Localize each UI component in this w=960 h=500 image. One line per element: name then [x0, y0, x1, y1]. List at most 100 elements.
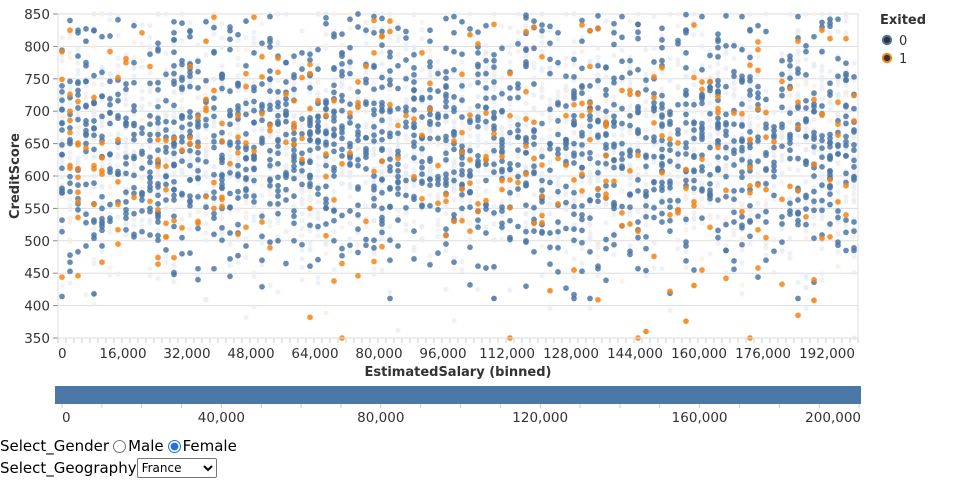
point-exited-0[interactable] — [410, 196, 417, 203]
point-exited-1[interactable] — [667, 136, 674, 143]
point-exited-1[interactable] — [418, 195, 425, 202]
point-exited-1[interactable] — [651, 73, 658, 80]
point-exited-1[interactable] — [506, 176, 513, 183]
point-exited-0[interactable] — [250, 177, 257, 184]
point-exited-0[interactable] — [186, 27, 193, 34]
point-exited-1[interactable] — [579, 100, 586, 107]
point-exited-0[interactable] — [827, 154, 834, 161]
point-exited-0[interactable] — [67, 17, 74, 24]
point-exited-0[interactable] — [835, 16, 842, 23]
point-exited-1[interactable] — [242, 224, 249, 231]
point-exited-0[interactable] — [130, 210, 137, 217]
geography-select[interactable]: France — [136, 458, 217, 478]
point-exited-0[interactable] — [587, 149, 594, 156]
point-exited-1[interactable] — [75, 141, 82, 148]
point-exited-0[interactable] — [450, 29, 457, 36]
point-exited-0[interactable] — [699, 215, 706, 222]
point-exited-1[interactable] — [306, 61, 313, 68]
point-exited-0[interactable] — [186, 108, 193, 115]
point-exited-0[interactable] — [442, 179, 449, 186]
point-exited-0[interactable] — [587, 82, 594, 89]
point-exited-1[interactable] — [67, 108, 74, 115]
point-exited-0[interactable] — [75, 116, 82, 123]
point-exited-0[interactable] — [803, 161, 810, 168]
point-exited-0[interactable] — [234, 252, 241, 259]
point-exited-0[interactable] — [354, 162, 361, 169]
point-exited-0[interactable] — [523, 228, 530, 235]
point-exited-0[interactable] — [819, 154, 826, 161]
point-exited-0[interactable] — [338, 60, 345, 67]
point-exited-0[interactable] — [579, 141, 586, 148]
point-exited-0[interactable] — [667, 184, 674, 191]
point-exited-0[interactable] — [83, 78, 90, 85]
point-exited-0[interactable] — [226, 141, 233, 148]
point-exited-0[interactable] — [378, 189, 385, 196]
point-exited-1[interactable] — [426, 80, 433, 87]
point-exited-0[interactable] — [803, 105, 810, 112]
point-exited-0[interactable] — [579, 268, 586, 275]
point-exited-0[interactable] — [194, 225, 201, 232]
point-exited-0[interactable] — [579, 164, 586, 171]
point-exited-0[interactable] — [290, 220, 297, 227]
point-exited-0[interactable] — [242, 154, 249, 161]
point-exited-0[interactable] — [123, 122, 130, 129]
point-exited-0[interactable] — [523, 134, 530, 141]
point-exited-0[interactable] — [787, 139, 794, 146]
point-exited-0[interactable] — [202, 204, 209, 211]
point-exited-1[interactable] — [115, 178, 122, 185]
point-exited-0[interactable] — [651, 137, 658, 144]
point-exited-1[interactable] — [691, 21, 698, 28]
point-exited-0[interactable] — [811, 90, 818, 97]
point-exited-0[interactable] — [442, 103, 449, 110]
point-exited-1[interactable] — [210, 205, 217, 212]
point-exited-1[interactable] — [747, 189, 754, 196]
point-exited-0[interactable] — [266, 147, 273, 154]
point-exited-1[interactable] — [91, 94, 98, 101]
point-exited-0[interactable] — [210, 113, 217, 120]
point-exited-0[interactable] — [442, 150, 449, 157]
point-exited-0[interactable] — [515, 185, 522, 192]
point-exited-0[interactable] — [739, 144, 746, 151]
point-exited-0[interactable] — [563, 139, 570, 146]
point-exited-0[interactable] — [715, 44, 722, 51]
point-exited-0[interactable] — [394, 25, 401, 32]
point-exited-0[interactable] — [138, 165, 145, 172]
point-exited-0[interactable] — [579, 227, 586, 234]
point-exited-0[interactable] — [59, 106, 66, 113]
point-exited-0[interactable] — [739, 13, 746, 20]
point-exited-0[interactable] — [667, 147, 674, 154]
point-exited-0[interactable] — [242, 100, 249, 107]
point-exited-0[interactable] — [338, 152, 345, 159]
point-exited-0[interactable] — [843, 138, 850, 145]
point-exited-0[interactable] — [466, 147, 473, 154]
point-exited-0[interactable] — [67, 180, 74, 187]
point-exited-0[interactable] — [370, 202, 377, 209]
point-exited-0[interactable] — [194, 193, 201, 200]
point-exited-0[interactable] — [587, 197, 594, 204]
point-exited-0[interactable] — [611, 113, 618, 120]
point-exited-0[interactable] — [523, 202, 530, 209]
point-exited-0[interactable] — [194, 175, 201, 182]
point-exited-0[interactable] — [595, 265, 602, 272]
point-exited-0[interactable] — [194, 84, 201, 91]
point-exited-0[interactable] — [579, 150, 586, 157]
point-exited-0[interactable] — [739, 213, 746, 220]
point-exited-0[interactable] — [290, 86, 297, 93]
point-exited-0[interactable] — [362, 165, 369, 172]
point-exited-1[interactable] — [539, 193, 546, 200]
point-exited-0[interactable] — [595, 134, 602, 141]
point-exited-0[interactable] — [611, 41, 618, 48]
point-exited-0[interactable] — [59, 127, 66, 134]
point-exited-1[interactable] — [458, 129, 465, 136]
point-exited-0[interactable] — [482, 118, 489, 125]
point-exited-0[interactable] — [218, 71, 225, 78]
point-exited-0[interactable] — [458, 114, 465, 121]
point-exited-0[interactable] — [707, 180, 714, 187]
point-exited-0[interactable] — [266, 68, 273, 75]
point-exited-0[interactable] — [515, 127, 522, 134]
point-exited-0[interactable] — [667, 228, 674, 235]
point-exited-0[interactable] — [523, 283, 530, 290]
point-exited-0[interactable] — [194, 156, 201, 163]
point-exited-0[interactable] — [370, 132, 377, 139]
point-exited-1[interactable] — [386, 101, 393, 108]
